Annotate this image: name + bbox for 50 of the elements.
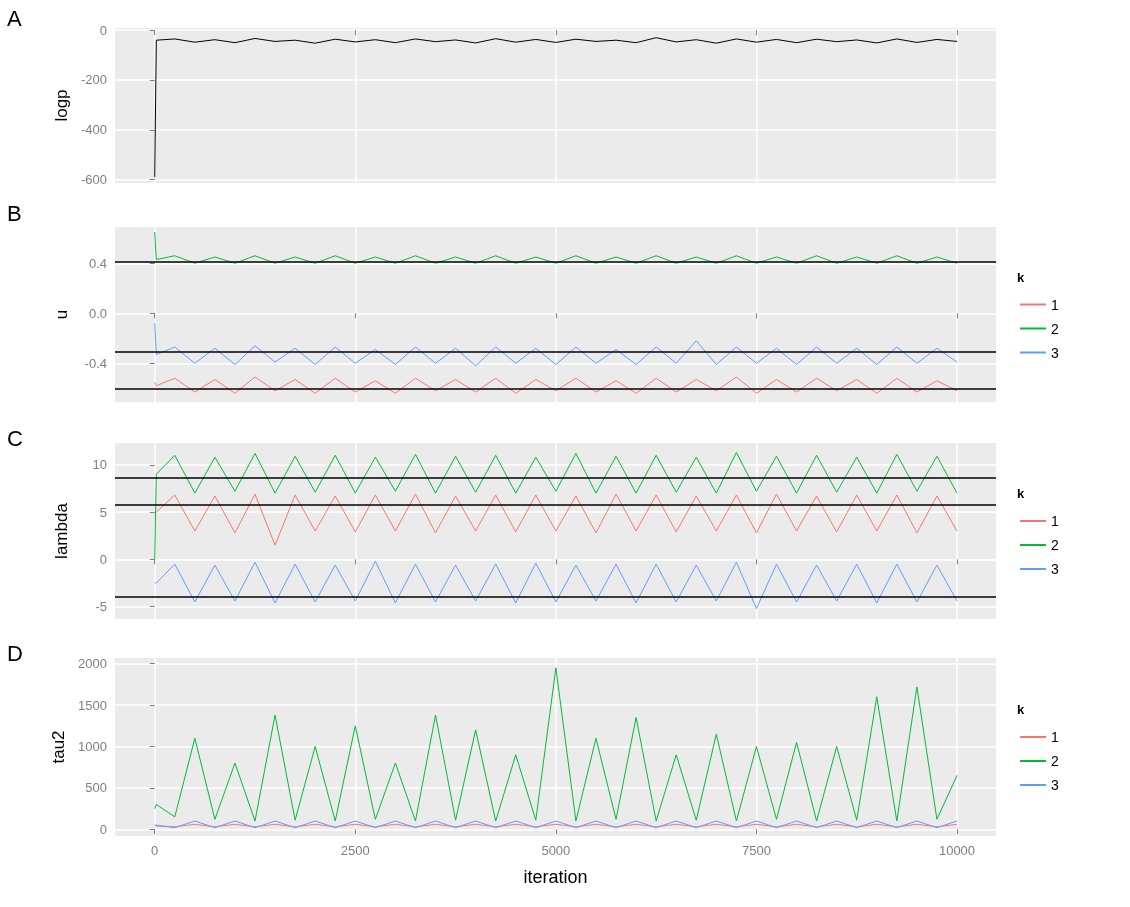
legend-label: 1 <box>1051 513 1059 529</box>
line-series <box>154 37 958 178</box>
x-tick-label: 0 <box>151 843 159 858</box>
line-series <box>154 560 958 610</box>
y-tick-label: 0.0 <box>88 305 107 321</box>
line-series <box>154 451 958 560</box>
y-tick-label: 2000 <box>78 656 107 672</box>
chart-title: A <box>7 5 22 31</box>
x-axis-title: iteration <box>523 867 588 887</box>
line-series <box>154 376 958 394</box>
line-series <box>154 493 958 546</box>
y-tick-label: 0.4 <box>88 255 107 271</box>
legend-label: 3 <box>1051 777 1059 793</box>
y-tick-label: 10 <box>92 457 107 473</box>
y-tick-label: -200 <box>80 72 107 88</box>
legend-label: 2 <box>1051 320 1059 337</box>
y-tick-label: -600 <box>80 172 107 188</box>
legend-title: k <box>1017 702 1025 717</box>
x-tick-label: 7500 <box>741 843 771 858</box>
y-tick-label: -5 <box>95 599 107 615</box>
x-tick-label: 10000 <box>938 843 976 858</box>
legend-label: 1 <box>1051 729 1059 745</box>
y-tick-label: 500 <box>85 780 107 796</box>
y-axis-title: u <box>52 309 71 320</box>
y-tick-label: -0.4 <box>84 355 107 371</box>
legend-label: 3 <box>1051 561 1059 577</box>
legend-label: 1 <box>1051 296 1059 313</box>
legend-title: k <box>1017 269 1025 285</box>
y-tick-label: 1000 <box>78 739 107 754</box>
chart-title: C <box>7 425 23 451</box>
y-tick-label: 5 <box>99 504 107 520</box>
line-series <box>154 667 958 822</box>
y-tick-label: 0 <box>99 22 107 38</box>
y-axis-title: logp <box>52 89 71 122</box>
legend-label: 2 <box>1051 537 1059 553</box>
y-axis-title: tau2 <box>49 730 69 764</box>
line-series <box>154 322 958 367</box>
legend-title: k <box>1017 486 1025 501</box>
y-tick-label: -400 <box>80 122 107 138</box>
x-tick-label: 5000 <box>541 843 571 858</box>
legend-label: 2 <box>1051 753 1059 769</box>
legend-label: 3 <box>1051 344 1059 361</box>
y-tick-label: 1500 <box>78 697 107 713</box>
chart-title: D <box>7 640 23 666</box>
y-axis-title: lambda <box>52 502 71 559</box>
x-tick-label: 2500 <box>340 843 370 858</box>
chart-title: B <box>7 200 22 226</box>
line-series <box>154 231 958 264</box>
y-tick-label: 0 <box>99 821 107 837</box>
y-tick-label: 0 <box>99 551 107 567</box>
